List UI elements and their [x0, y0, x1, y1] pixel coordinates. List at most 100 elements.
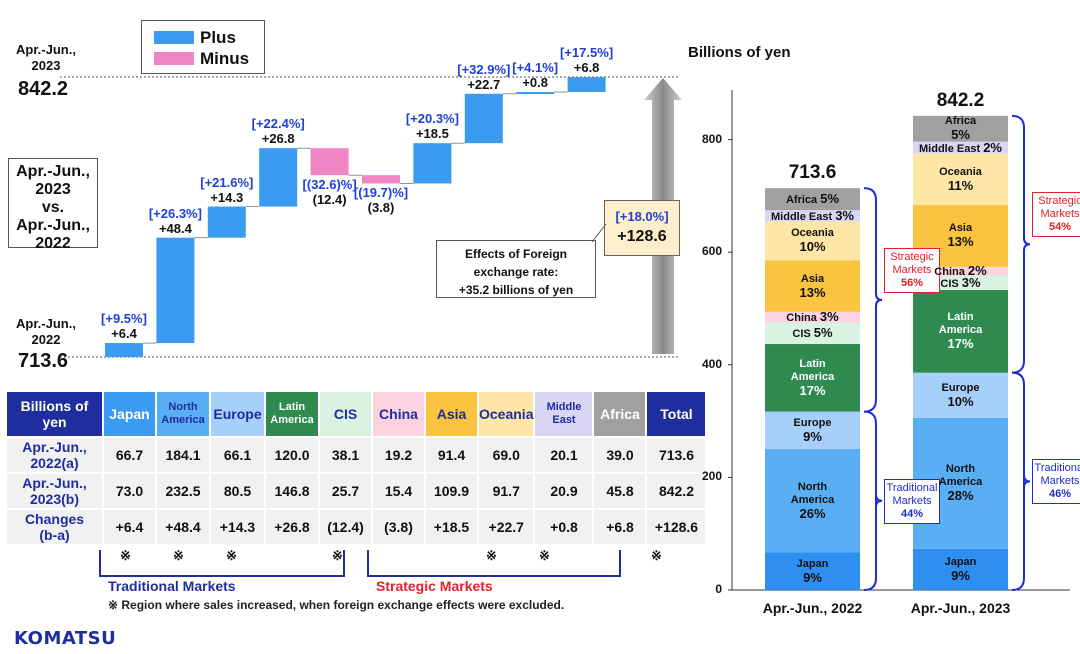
traditional-markets-box-line: Markets [1040, 475, 1080, 488]
waterfall-label-north-america: [+26.3%] +48.4 [140, 206, 210, 236]
table-row: Changes (b-a) +6.4 +48.4 +14.3 +26.8 (12.4) (3.… [7, 508, 708, 544]
comparison-line-4: Apr.-Jun., [16, 217, 90, 234]
stacked-seg-africa-2 [913, 115, 1008, 142]
waterfall-bar-north-america [156, 237, 195, 344]
header-africa: Africa [593, 392, 648, 437]
traditional-markets-box-line: Traditional [1034, 462, 1080, 475]
table-cell-japan: +6.4 [103, 508, 157, 544]
waterfall-label-europe: [+21.6%] +14.3 [192, 175, 262, 205]
stacked-seg-europe-2 [913, 372, 1008, 419]
stacked-label-africa-2: Africa 5% [913, 115, 1008, 141]
stacked-total-1: 713.6 [788, 162, 837, 184]
table-cell-cis: 25.7 [319, 472, 373, 509]
traditional-markets-box-2: TraditionalMarkets46% [1032, 459, 1080, 505]
waterfall-bar-china [362, 175, 400, 184]
table-cell-oceania: +22.7 [478, 508, 536, 544]
legend-minus-label: Minus [200, 49, 250, 68]
stacked-label-north-america-2: North America 28% [913, 463, 1008, 502]
stacked-label-name: North [797, 480, 828, 493]
stacked-label-north-america-1: North America 26% [765, 481, 860, 520]
table-cell-total: 713.6 [646, 436, 708, 473]
waterfall-label-china: [(19.7)%] (3.8) [346, 185, 416, 215]
strategic-markets-box-line: 54% [1048, 221, 1072, 234]
stacked-ytick-label-600: 600 [701, 244, 722, 259]
stacked-label-name: CIS [792, 328, 814, 341]
traditional-brace-1 [863, 410, 883, 591]
traditional-bracket [99, 550, 345, 577]
stacked-seg-oceania-2 [913, 153, 1008, 206]
row-label-line: Changes [24, 511, 85, 527]
stacked-label-middle-east-2: Middle East 2% [913, 141, 1008, 156]
table-cell-middle-east: +0.8 [534, 508, 595, 544]
stacked-label-name: China [934, 266, 968, 279]
stacked-label-pct: 17% [799, 382, 826, 398]
waterfall-label-japan: [+9.5%] +6.4 [89, 311, 159, 341]
fx-note-line-1: Effects of Foreign [464, 247, 567, 261]
stacked-seg-latin-america-1 [765, 344, 860, 412]
stacked-label-oceania-1: Oceania 10% [765, 227, 860, 253]
stacked-label-pct: 17% [947, 336, 974, 352]
legend-plus-label: Plus [200, 28, 236, 47]
waterfall-bar-middle-east [516, 92, 555, 95]
stacked-label-name: Africa [944, 115, 977, 128]
waterfall-bar-africa [567, 77, 606, 93]
table-cell-middle-east: 20.1 [534, 436, 595, 473]
market-brackets [99, 550, 621, 577]
stacked-label-name: Asia [800, 272, 825, 285]
table-cell-total: +128.6 [646, 508, 708, 544]
waterfall-pct-middle-east: [+4.1%] [512, 60, 559, 76]
stacked-total-2: 842.2 [936, 89, 985, 111]
waterfall-pct-cis: [(32.6)%] [302, 177, 357, 193]
table-cell-africa: +6.8 [593, 508, 648, 544]
strategic-markets-box-line: Strategic [1038, 195, 1080, 208]
chart-legend: Plus Minus [141, 20, 265, 74]
header-latin-america-label: Latin America [270, 401, 314, 426]
stacked-label-pct: 10% [947, 393, 974, 409]
stacked-label-name: America [938, 324, 983, 337]
waterfall-pct-europe: [+21.6%] [200, 174, 254, 190]
stacked-label-name: Middle East [919, 142, 984, 155]
table-cell-north-america: 184.1 [156, 436, 211, 473]
end-value-label: 842.2 [18, 78, 69, 100]
table-cell-latin-america: 120.0 [265, 436, 320, 473]
table-cell-latin-america: 146.8 [265, 472, 320, 509]
stacked-seg-japan-2 [913, 548, 1008, 590]
header-china-label: China [379, 405, 418, 422]
stacked-label-pct: 2% [983, 139, 1002, 155]
header-asia-label: Asia [436, 405, 467, 422]
start-period-label: Apr.-Jun., 2022 [14, 316, 78, 348]
waterfall-pct-latin-america: [+22.4%] [251, 116, 305, 132]
stacked-label-name: America [790, 370, 835, 383]
waterfall-label-africa: [+17.5%] +6.8 [552, 45, 622, 75]
comparison-line-3: vs. [41, 199, 65, 216]
stacked-label-name: Latin [947, 311, 974, 324]
stacked-label-name: Oceania [791, 227, 834, 240]
legend-plus-swatch [154, 31, 194, 44]
stacked-label-pct: 13% [947, 234, 974, 250]
waterfall-value-oceania: +22.7 [467, 76, 501, 92]
table-corner-line-1: Billions of [20, 398, 89, 414]
header-africa-label: Africa [600, 405, 640, 422]
stacked-chart-ylabel: Billions of yen [688, 44, 791, 61]
increase-mark-cis: ※ [332, 548, 343, 563]
stacked-ytick-label-200: 200 [701, 469, 722, 484]
table-row: Apr.-Jun., 2022(a) 66.7 184.1 66.1 120.0 38.1 1… [7, 436, 708, 473]
header-asia: Asia [425, 392, 479, 437]
stacked-label-pct: 5% [813, 325, 833, 341]
header-cis-label: CIS [333, 405, 358, 422]
table-cell-cis: 38.1 [319, 436, 373, 473]
footnote: ※ Region where sales increased, when for… [108, 598, 565, 612]
stacked-label-pct: 2% [967, 263, 987, 279]
row-label: Apr.-Jun., 2023(b) [7, 472, 104, 509]
fx-note-line-3: +35.2 billions of yen [458, 283, 574, 297]
table-header-row: Billions of yen Japan North America Euro… [7, 392, 708, 437]
row-label: Changes (b-a) [7, 508, 104, 544]
stacked-label-china-2: China 2% [913, 264, 1008, 279]
stacked-label-japan-2: Japan 9% [913, 556, 1008, 582]
sales-table: Billions of yen Japan North America Euro… [7, 392, 708, 544]
stacked-label-pct: 28% [947, 488, 974, 504]
increase-mark-middle-east: ※ [539, 548, 550, 563]
strategic-markets-box-line: 56% [900, 276, 924, 289]
table-cell-africa: 39.0 [593, 436, 648, 473]
stacked-label-pct: 13% [799, 284, 826, 300]
